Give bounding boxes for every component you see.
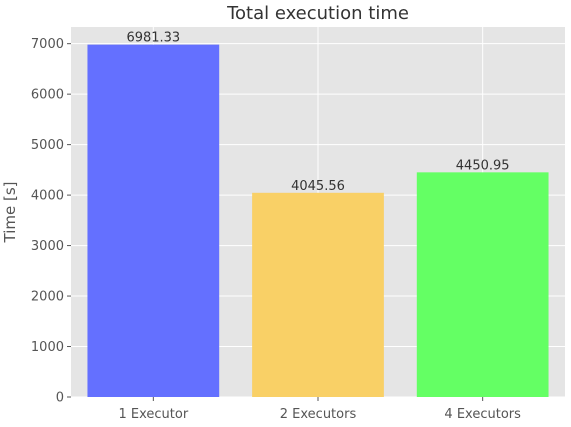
bar-value-label: 6981.33 bbox=[126, 31, 180, 46]
y-tick-label: 3000 bbox=[31, 239, 64, 254]
y-tick-label: 0 bbox=[56, 391, 64, 406]
bar bbox=[87, 44, 220, 398]
x-axis-ticks: 1 Executor 2 Executors 4 Executors bbox=[118, 397, 521, 422]
y-axis-label: Time [s] bbox=[1, 182, 19, 244]
x-tick-label: 1 Executor bbox=[118, 407, 188, 422]
y-tick-label: 5000 bbox=[31, 138, 64, 153]
y-tick-label: 6000 bbox=[31, 88, 64, 103]
x-tick-label: 2 Executors bbox=[280, 407, 357, 422]
chart-title: Total execution time bbox=[226, 3, 409, 24]
bar-value-label: 4045.56 bbox=[291, 179, 345, 194]
data-labels: 6981.33 4045.56 4450.95 bbox=[126, 31, 509, 194]
bar bbox=[252, 192, 384, 397]
x-tick-label: 4 Executors bbox=[444, 407, 521, 422]
y-axis-ticks: 0 1000 2000 3000 4000 5000 6000 7000 bbox=[31, 37, 71, 406]
y-tick-label: 7000 bbox=[31, 37, 64, 52]
bars bbox=[87, 44, 549, 398]
y-tick-label: 4000 bbox=[31, 189, 64, 204]
y-tick-label: 1000 bbox=[31, 340, 64, 355]
y-tick-label: 2000 bbox=[31, 290, 64, 305]
bar bbox=[416, 172, 549, 397]
bar-value-label: 4450.95 bbox=[456, 158, 510, 173]
